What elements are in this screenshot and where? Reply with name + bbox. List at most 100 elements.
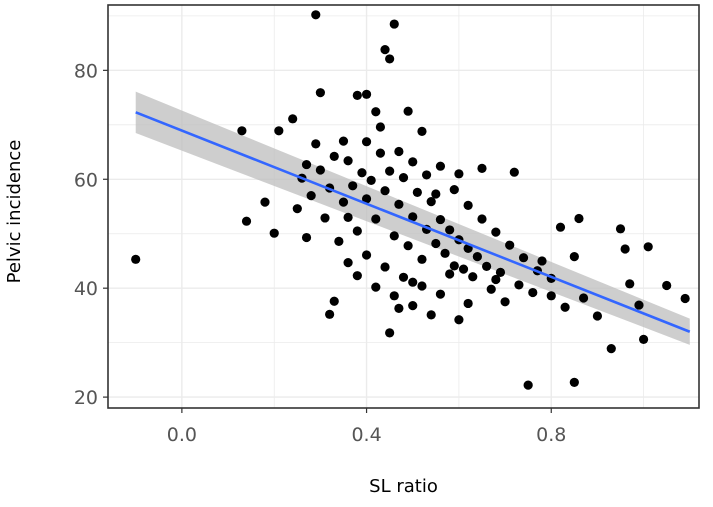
- data-point: [380, 262, 390, 272]
- data-point: [449, 261, 459, 271]
- data-point: [338, 197, 349, 207]
- data-point: [394, 146, 404, 157]
- y-tick-label: 20: [74, 387, 98, 409]
- data-point: [352, 226, 362, 236]
- data-point: [389, 291, 399, 301]
- data-point: [445, 225, 455, 235]
- data-point: [523, 380, 533, 390]
- data-point: [472, 252, 482, 262]
- data-point: [417, 254, 427, 264]
- data-point: [371, 107, 381, 117]
- data-point: [348, 181, 358, 191]
- data-point: [435, 289, 446, 299]
- data-point: [435, 161, 446, 171]
- data-point: [375, 148, 386, 158]
- data-point: [338, 136, 349, 146]
- data-point: [361, 89, 372, 99]
- data-point: [398, 272, 409, 282]
- data-point: [315, 88, 325, 98]
- data-point: [505, 240, 515, 250]
- x-tick-label: 0.8: [536, 424, 566, 446]
- y-axis-title: Pelvic incidence: [4, 140, 25, 284]
- data-point: [417, 281, 427, 291]
- data-point: [237, 126, 247, 136]
- data-point: [528, 287, 538, 298]
- data-point: [394, 303, 404, 313]
- data-point: [555, 222, 566, 232]
- data-point: [458, 264, 469, 274]
- data-point: [343, 212, 353, 222]
- regression-line: [135, 111, 691, 333]
- ticks-layer: 0.0 0.4 0.8 20 40 60 80: [74, 60, 567, 446]
- data-point: [537, 256, 547, 266]
- points-layer: [131, 10, 690, 390]
- data-point: [329, 151, 339, 161]
- x-axis-title: SL ratio: [369, 476, 438, 497]
- data-point: [241, 216, 252, 226]
- data-point: [477, 163, 487, 173]
- data-point: [449, 185, 459, 195]
- data-point: [385, 54, 395, 64]
- y-tick-label: 40: [74, 278, 98, 300]
- data-point: [380, 186, 390, 196]
- data-point: [408, 212, 418, 222]
- data-point: [403, 241, 413, 251]
- data-point: [260, 197, 270, 207]
- panel-border: [107, 4, 700, 409]
- data-point: [385, 328, 395, 338]
- data-point: [625, 279, 635, 289]
- data-point: [417, 126, 427, 136]
- y-tick-label: 60: [74, 169, 98, 191]
- data-point: [274, 126, 284, 136]
- data-point: [361, 137, 372, 147]
- data-point: [518, 253, 529, 263]
- data-point: [269, 228, 279, 238]
- data-point: [320, 213, 330, 223]
- data-point: [500, 297, 510, 307]
- data-point: [357, 168, 367, 178]
- data-point: [463, 200, 473, 211]
- data-point: [389, 231, 399, 241]
- data-point: [421, 170, 432, 180]
- data-point: [592, 311, 603, 321]
- data-point: [482, 261, 492, 272]
- data-point: [408, 301, 418, 311]
- data-point: [440, 248, 450, 258]
- data-point: [301, 159, 312, 170]
- data-point: [311, 10, 321, 20]
- data-point: [514, 280, 524, 290]
- data-point: [509, 167, 519, 177]
- data-point: [634, 300, 644, 310]
- data-point: [426, 310, 436, 320]
- data-point: [606, 344, 616, 354]
- data-point: [546, 291, 556, 301]
- data-point: [343, 156, 353, 166]
- data-point: [578, 293, 589, 303]
- data-point: [371, 282, 381, 292]
- data-point: [454, 169, 464, 179]
- data-point: [403, 106, 413, 116]
- data-point: [366, 175, 376, 185]
- data-point: [311, 139, 321, 149]
- data-point: [643, 242, 653, 252]
- data-point: [560, 302, 570, 312]
- data-point: [325, 309, 335, 319]
- data-point: [431, 189, 441, 199]
- data-point: [398, 173, 409, 183]
- data-point: [131, 254, 141, 264]
- data-point: [361, 194, 372, 204]
- data-point: [334, 236, 344, 246]
- data-point: [431, 238, 441, 249]
- data-point: [445, 269, 455, 279]
- data-point: [638, 334, 649, 344]
- data-point: [394, 199, 404, 209]
- x-tick-label: 0.0: [167, 424, 197, 446]
- data-point: [408, 277, 418, 287]
- data-point: [380, 45, 390, 55]
- data-point: [375, 122, 386, 132]
- y-tick-label: 80: [74, 60, 98, 82]
- data-point: [343, 257, 353, 268]
- data-point: [491, 274, 501, 285]
